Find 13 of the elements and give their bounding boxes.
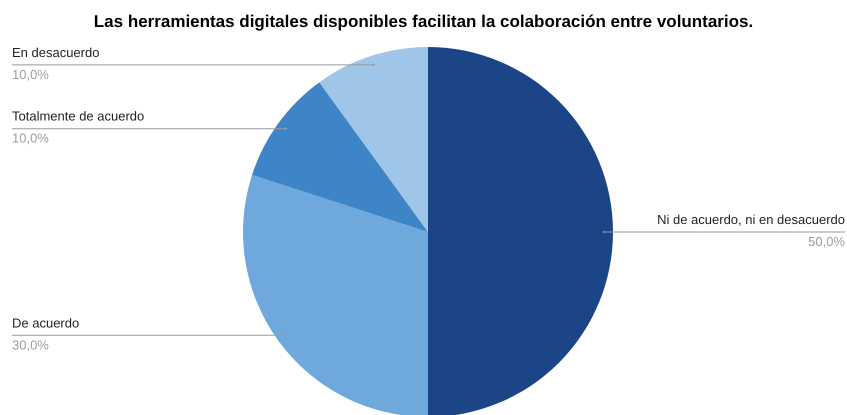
slice-label: Totalmente de acuerdo	[12, 108, 144, 124]
pie-slice	[428, 47, 613, 415]
pie-slice	[243, 174, 428, 415]
slice-label: De acuerdo	[12, 315, 80, 330]
data-label: 30,0%	[12, 337, 50, 352]
pie-slice	[252, 82, 428, 232]
data-label: 10,0%	[12, 130, 50, 146]
pie-slice	[319, 47, 428, 232]
data-label: 10,0%	[12, 66, 50, 82]
slice-label: Ni de acuerdo, ni en desacuerdo	[657, 212, 845, 227]
slice-label: En desacuerdo	[12, 44, 100, 60]
data-label: 50,0%	[808, 234, 846, 249]
chart-title: Las herramientas digitales disponibles facilitan la colaboración entre voluntarios.	[94, 12, 754, 31]
